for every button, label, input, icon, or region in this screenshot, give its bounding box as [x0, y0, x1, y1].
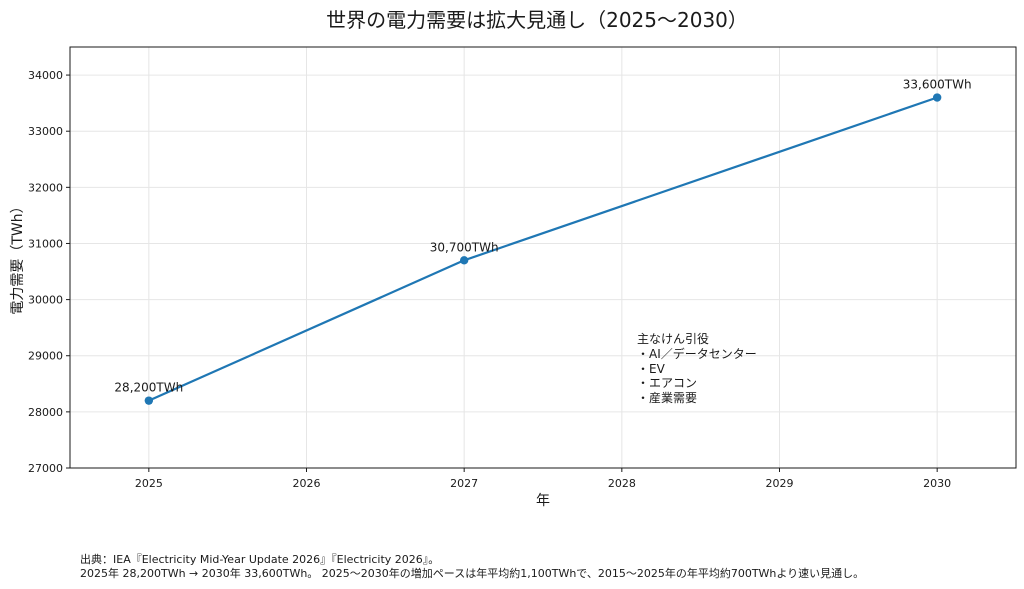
data-point: [932, 93, 942, 102]
plot-area: [69, 46, 1017, 469]
drivers-annotation: 主なけん引役 ・AI／データセンター ・EV ・エアコン ・産業需要: [637, 331, 757, 405]
annotation-item: ・AI／データセンター: [637, 346, 757, 361]
data-point: [459, 256, 469, 265]
y-tick-label: 30000: [28, 294, 63, 307]
y-tick-label: 27000: [28, 462, 63, 475]
y-tick-label: 33000: [28, 125, 63, 138]
data-label: 30,700TWh: [430, 240, 499, 254]
summary-line: 2025年 28,200TWh → 2030年 33,600TWh。 2025〜…: [80, 567, 865, 580]
y-tick-label: 31000: [28, 237, 63, 250]
x-tick-label: 2026: [293, 477, 321, 490]
y-axis: 27000 28000 29000 30000 31000 32000 33000 34000: [28, 69, 70, 475]
source-note: 出典：IEA『Electricity Mid-Year Update 2026』…: [80, 553, 864, 581]
grid-lines: [70, 47, 1016, 469]
data-label: 28,200TWh: [114, 381, 183, 395]
annotation-item: ・産業需要: [637, 390, 697, 405]
series-layer: 28,200TWh 30,700TWh 33,600TWh: [114, 78, 972, 405]
data-label: 33,600TWh: [903, 78, 972, 92]
x-tick-label: 2028: [608, 477, 636, 490]
y-axis-label: 電力需要（TWh）: [10, 199, 26, 314]
series-line: [148, 96, 938, 402]
y-tick-label: 34000: [28, 69, 63, 82]
chart-title: 世界の電力需要は拡大見通し（2025〜2030）: [326, 8, 748, 32]
x-tick-label: 2027: [450, 477, 478, 490]
data-point: [144, 396, 154, 405]
annotation-item: ・エアコン: [637, 376, 697, 390]
x-tick-label: 2029: [766, 477, 794, 490]
x-axis-label: 年: [536, 493, 550, 509]
y-tick-label: 28000: [28, 406, 63, 419]
x-tick-label: 2025: [135, 477, 163, 490]
source-line: 出典：IEA『Electricity Mid-Year Update 2026』…: [80, 553, 440, 566]
annotation-title: 主なけん引役: [637, 331, 709, 346]
y-tick-label: 29000: [28, 350, 63, 363]
y-tick-label: 32000: [28, 181, 63, 194]
annotation-item: ・EV: [637, 362, 666, 376]
x-tick-label: 2030: [923, 477, 951, 490]
x-axis: 2025 2026 2027 2028 2029 2030: [135, 468, 951, 490]
